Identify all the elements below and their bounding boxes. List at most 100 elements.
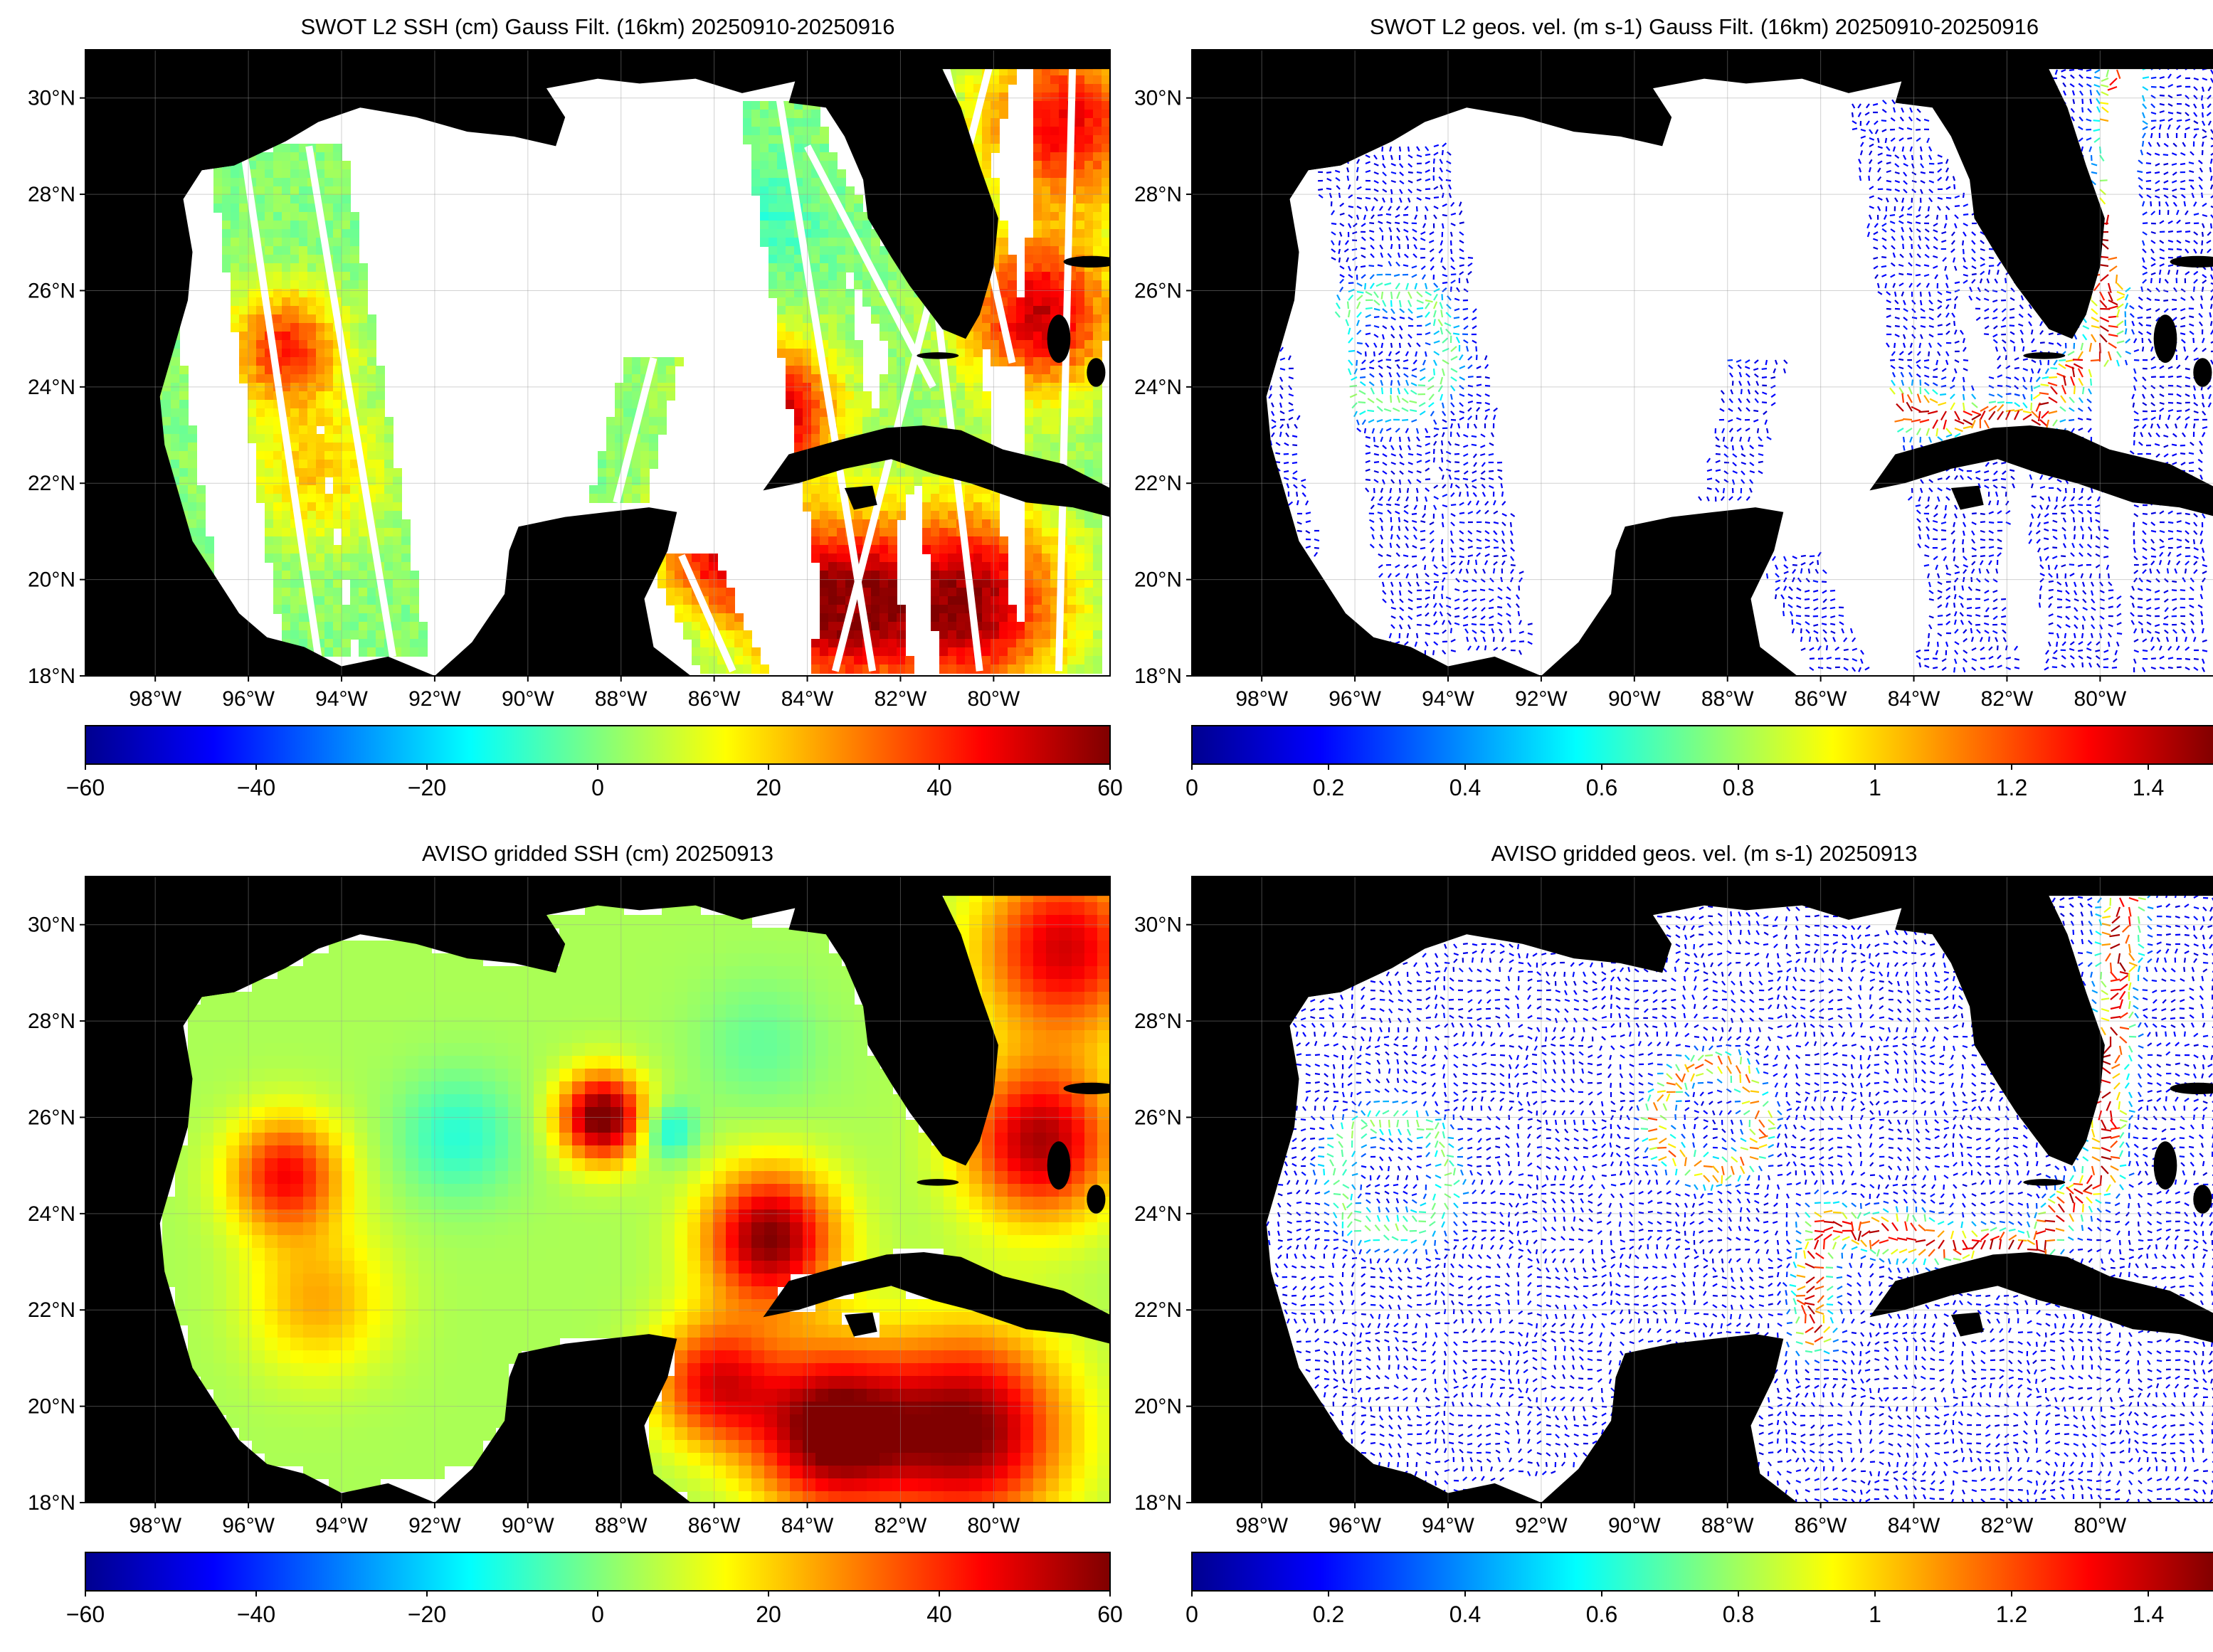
velocity-arrow <box>1901 206 1905 212</box>
velocity-arrow <box>2142 279 2148 284</box>
ssh-swath-cell <box>333 186 342 196</box>
ssh-swath-cell <box>931 417 940 426</box>
velocity-arrow <box>1347 184 1351 190</box>
ssh-swath-cell <box>273 562 282 571</box>
ssh-swath-cell <box>811 383 820 392</box>
velocity-arrow <box>1339 278 1344 284</box>
ssh-swath-cell <box>1008 664 1017 674</box>
ssh-swath-cell <box>794 263 803 272</box>
velocity-arrow <box>1430 265 1435 271</box>
ssh-swath-cell <box>1067 554 1077 563</box>
ssh-swath-cell <box>632 357 641 366</box>
ssh-swath-cell <box>717 588 727 597</box>
velocity-arrow <box>1398 300 1402 307</box>
ssh-swath-cell <box>948 647 957 657</box>
velocity-arrow <box>1425 160 1430 164</box>
velocity-arrow <box>1852 127 1858 131</box>
ssh-swath-cell <box>786 203 795 213</box>
ssh-swath-cell <box>854 263 863 272</box>
ssh-swath-cell <box>965 357 974 366</box>
ssh-swath-cell <box>811 186 820 196</box>
ssh-swath-cell <box>1067 434 1077 443</box>
ssh-swath-cell <box>1067 664 1077 674</box>
velocity-arrow <box>1403 264 1409 268</box>
velocity-arrow <box>2100 274 2109 282</box>
ssh-swath-cell <box>316 340 325 349</box>
ssh-swath-cell <box>1093 596 1102 605</box>
ssh-swath-cell <box>709 571 718 580</box>
velocity-arrow <box>1447 295 1452 301</box>
velocity-arrow <box>1339 212 1345 216</box>
ssh-swath-cell <box>273 511 282 520</box>
velocity-arrow <box>2142 211 2148 216</box>
velocity-arrow <box>2180 179 2186 184</box>
ssh-swath-cell <box>888 400 897 409</box>
velocity-arrow <box>1414 282 1418 290</box>
ssh-swath-cell <box>213 169 223 179</box>
ssh-swath-cell <box>1042 554 1051 563</box>
velocity-arrow <box>2141 257 2145 263</box>
ssh-swath-cell <box>1025 340 1034 349</box>
ssh-swath-cell <box>333 229 342 238</box>
ssh-swath-cell <box>803 212 812 221</box>
ssh-swath-cell <box>376 502 385 512</box>
ssh-swath-cell <box>265 212 274 221</box>
ssh-swath-cell <box>265 263 274 272</box>
ssh-swath-cell <box>367 391 376 401</box>
ssh-swath-cell <box>922 485 931 494</box>
ssh-swath-cell <box>922 408 931 418</box>
ssh-swath-cell <box>845 186 855 196</box>
ssh-swath-cell <box>991 323 1000 332</box>
ssh-swath-cell <box>1059 92 1068 102</box>
ssh-swath-cell <box>837 178 846 187</box>
ssh-swath-cell <box>751 127 761 136</box>
ssh-swath-cell <box>999 238 1008 247</box>
ssh-swath-cell <box>640 468 650 477</box>
ssh-swath-cell <box>982 340 991 349</box>
ssh-swath-cell <box>1033 434 1042 443</box>
ssh-swath-cell <box>880 255 889 264</box>
velocity-arrow <box>1881 129 1887 132</box>
velocity-arrow <box>2155 188 2160 192</box>
ssh-swath-cell <box>1025 656 1034 665</box>
ssh-swath-cell <box>1059 67 1068 76</box>
ssh-swath-cell <box>171 374 180 383</box>
ssh-swath-cell <box>786 110 795 119</box>
ssh-swath-cell <box>359 400 368 409</box>
ssh-swath-cell <box>845 357 855 366</box>
ssh-swath-cell <box>1042 75 1051 85</box>
ssh-swath-cell <box>376 425 385 435</box>
velocity-arrow <box>1877 291 1883 295</box>
ssh-swath-cell <box>854 212 863 221</box>
ssh-swath-cell <box>333 383 342 392</box>
ssh-swath-cell <box>290 545 300 554</box>
ssh-swath-cell <box>324 425 334 435</box>
ssh-swath-cell <box>726 630 735 640</box>
velocity-arrow <box>1413 244 1417 250</box>
velocity-arrow <box>1950 248 1955 253</box>
ssh-swath-cell <box>1033 630 1042 640</box>
ssh-swath-cell <box>982 622 991 631</box>
ssh-swath-cell <box>393 571 402 580</box>
velocity-arrow <box>1370 244 1375 250</box>
ssh-swath-cell <box>1084 605 1094 614</box>
ssh-swath-cell <box>1093 460 1102 469</box>
ssh-swath-cell <box>393 605 402 614</box>
velocity-arrow <box>1937 168 1943 173</box>
ssh-swath-cell <box>973 536 983 546</box>
ssh-swath-cell <box>1067 391 1077 401</box>
ssh-swath-cell <box>820 297 829 307</box>
ssh-swath-cell <box>1084 280 1094 290</box>
ssh-swath-cell <box>675 562 684 571</box>
ssh-swath-cell <box>1042 434 1051 443</box>
ssh-swath-cell <box>410 613 419 623</box>
ssh-swath-cell <box>931 477 940 486</box>
ssh-swath-cell <box>880 306 889 315</box>
ssh-swath-cell <box>307 562 317 571</box>
ssh-swath-cell <box>777 169 786 179</box>
velocity-arrow <box>1911 171 1917 176</box>
velocity-arrow <box>2086 137 2092 141</box>
ssh-swath-cell <box>982 656 991 665</box>
velocity-arrow <box>1963 203 1969 208</box>
ssh-swath-cell <box>1050 400 1060 409</box>
